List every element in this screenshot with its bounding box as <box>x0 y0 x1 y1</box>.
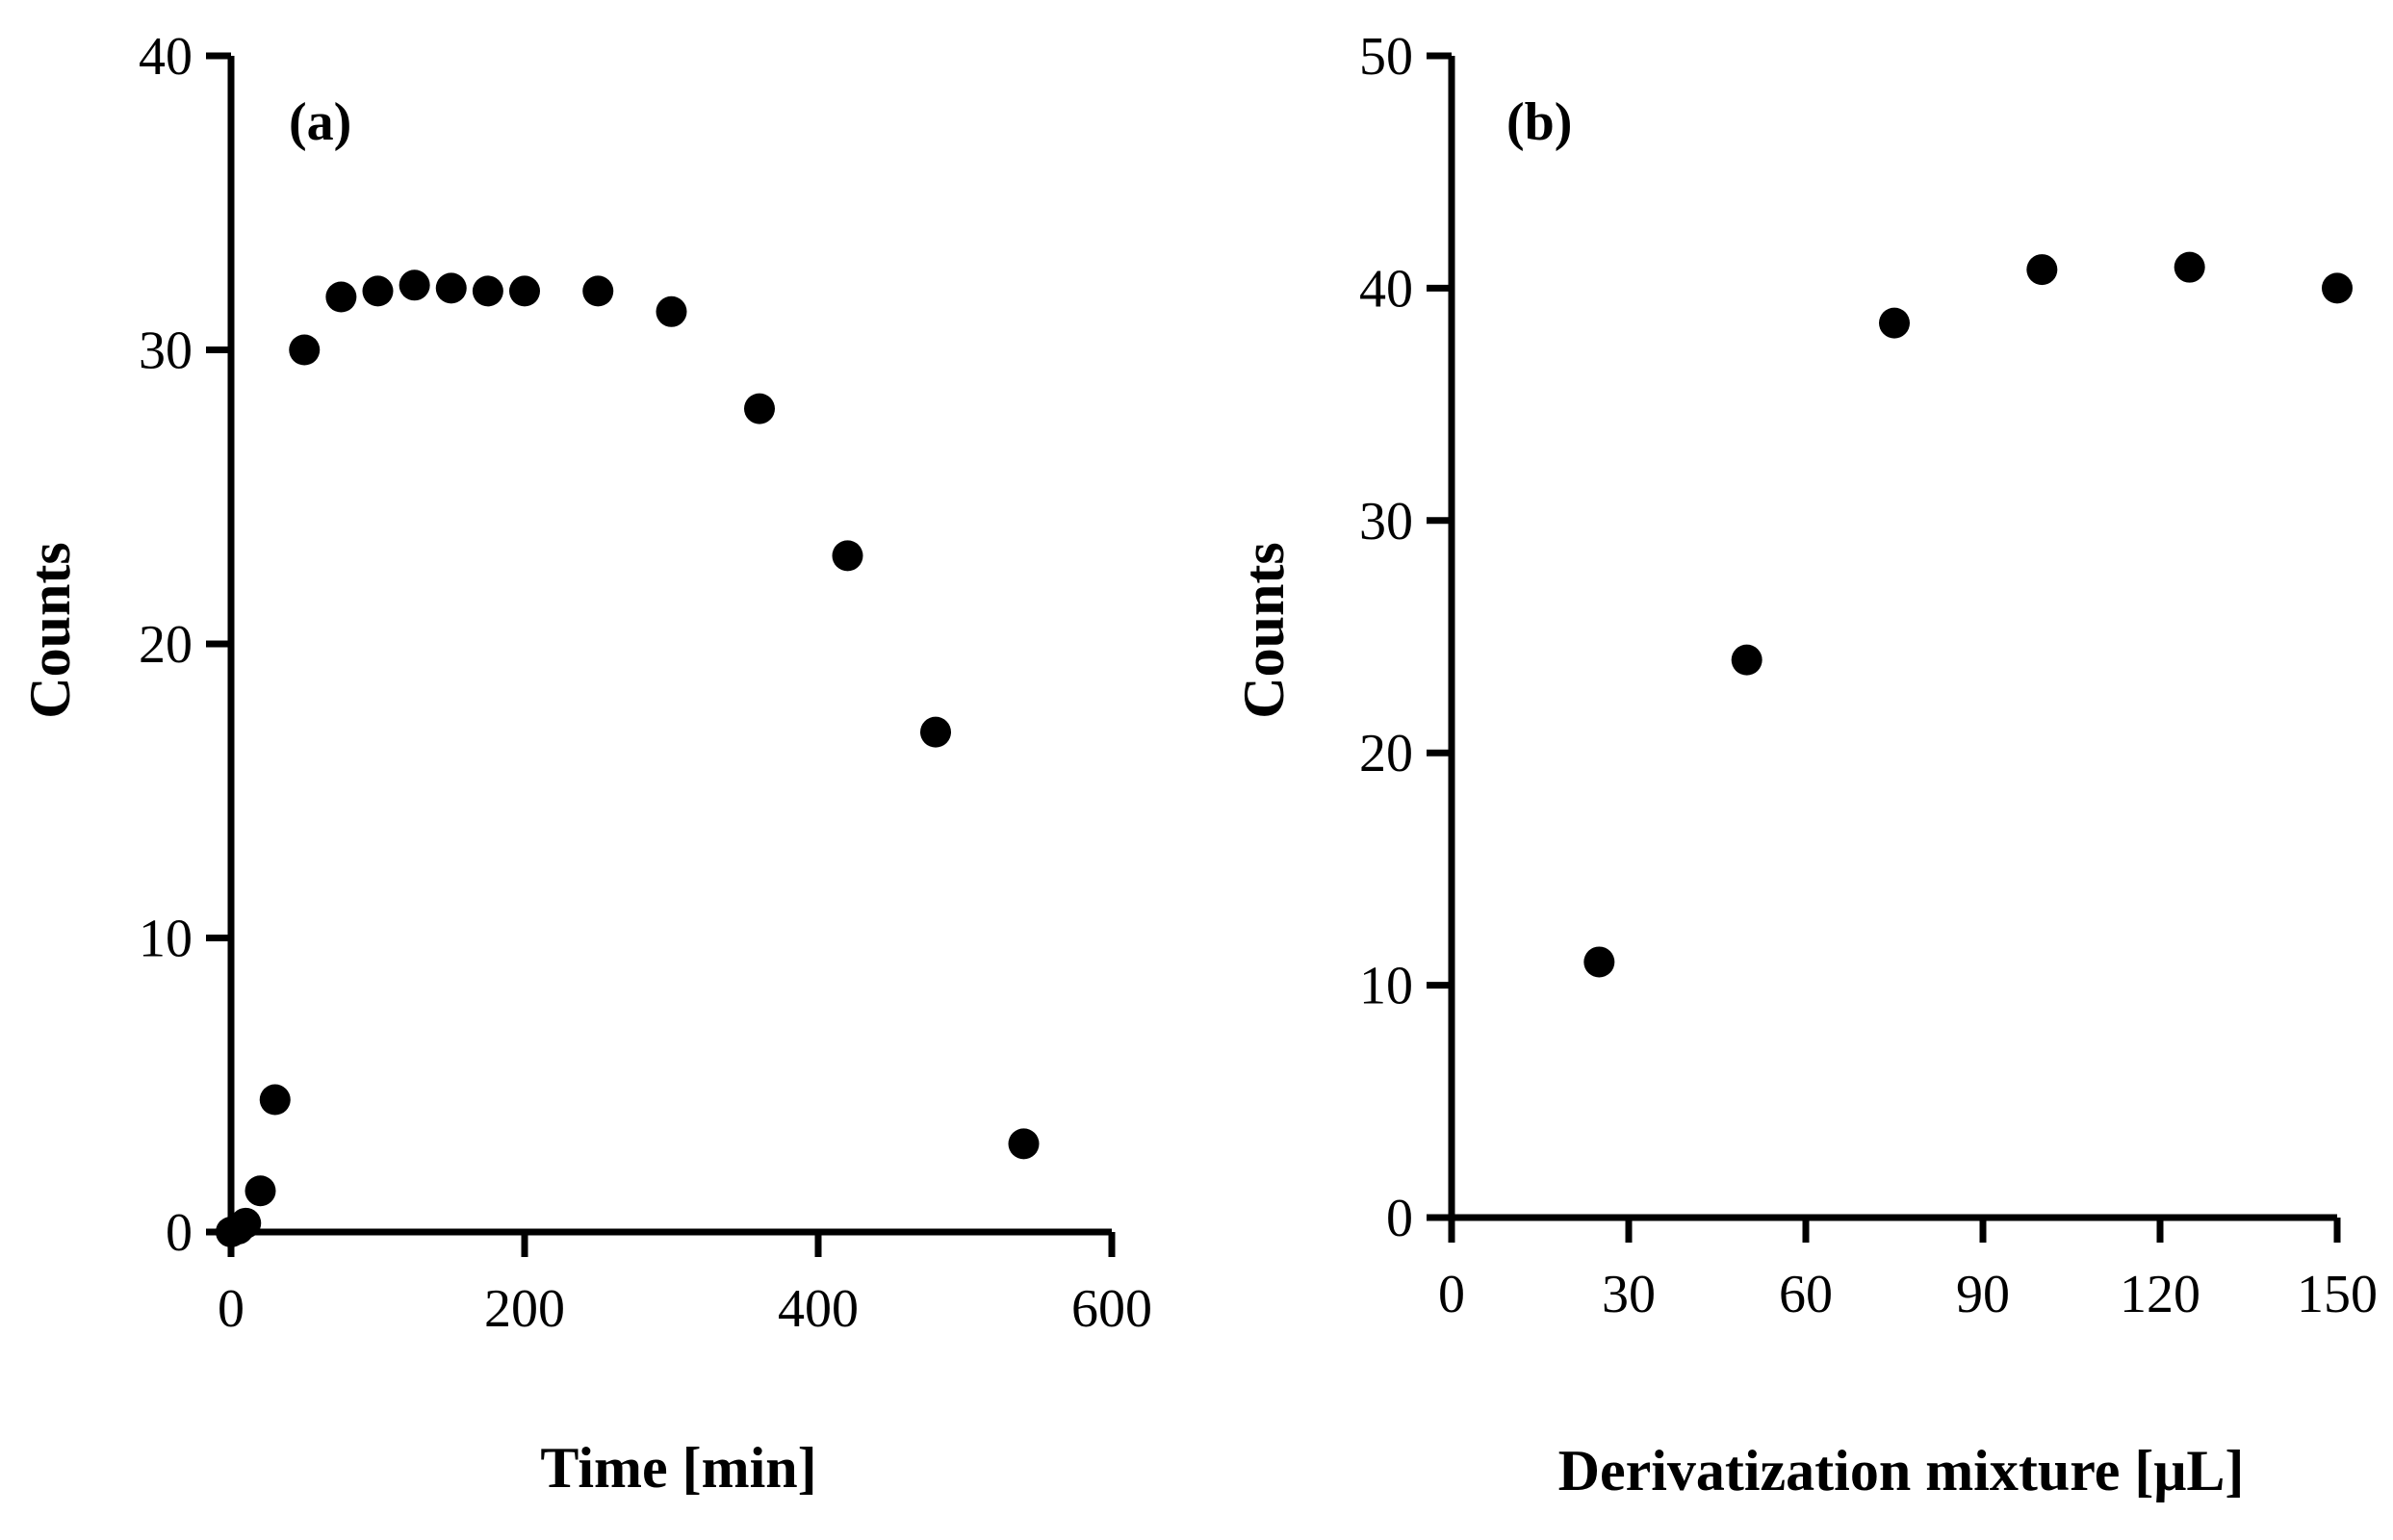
data-point-a <box>1008 1128 1040 1160</box>
data-point-b <box>1731 644 1763 676</box>
y-tick-label-a: 0 <box>166 1203 193 1263</box>
x-tick-label-a: 600 <box>1071 1279 1152 1339</box>
y-tick-label-b: 30 <box>1359 492 1413 552</box>
points-a <box>216 270 1040 1247</box>
x-tick-label-b: 90 <box>1956 1265 2010 1324</box>
ticks-b: 0 10 20 30 40 50 0 30 60 90 120 150 <box>1359 27 2378 1324</box>
y-tick-label-b: 50 <box>1359 27 1413 87</box>
y-tick-label-a: 10 <box>139 910 193 969</box>
points-b <box>1583 251 2353 978</box>
data-point-b <box>1583 946 1615 978</box>
data-point-a <box>399 270 430 301</box>
data-point-b <box>2322 272 2353 304</box>
data-point-a <box>244 1175 276 1207</box>
data-point-a <box>362 275 394 307</box>
x-tick-label-b: 150 <box>2297 1265 2378 1324</box>
y-tick-label-a: 30 <box>139 321 193 381</box>
x-tick-label-b: 120 <box>2120 1265 2200 1324</box>
x-tick-label-b: 60 <box>1779 1265 1833 1324</box>
y-tick-label-b: 0 <box>1386 1189 1413 1248</box>
x-tick-label-a: 200 <box>484 1279 565 1339</box>
data-point-a <box>832 540 863 572</box>
x-tick-label-b: 0 <box>1438 1265 1465 1324</box>
panel-label-b: (b) <box>1506 92 1572 152</box>
data-point-a <box>325 281 357 313</box>
x-tick-label-a: 0 <box>218 1279 244 1339</box>
data-point-a <box>582 275 614 307</box>
y-tick-label-b: 40 <box>1359 259 1413 319</box>
data-point-a <box>509 275 540 307</box>
panel-label-a: (a) <box>289 92 351 152</box>
y-tick-label-b: 10 <box>1359 957 1413 1016</box>
data-point-b <box>2174 251 2205 283</box>
data-point-a <box>289 334 321 366</box>
data-point-a <box>259 1084 291 1116</box>
data-point-a <box>435 272 467 304</box>
y-axis-title-a: Counts <box>18 542 82 718</box>
data-point-b <box>2026 254 2058 286</box>
y-axis-title-b: Counts <box>1232 542 1296 718</box>
x-axis-title-b: Derivatization mixture [μL] <box>1558 1439 2245 1502</box>
data-point-b <box>1879 307 1910 339</box>
data-point-a <box>920 716 951 748</box>
y-tick-label-a: 40 <box>139 27 193 87</box>
data-point-a <box>472 275 503 307</box>
x-tick-label-b: 30 <box>1602 1265 1656 1324</box>
y-tick-label-b: 20 <box>1359 724 1413 783</box>
data-point-a <box>744 393 775 424</box>
x-axis-title-a: Time [min] <box>540 1436 816 1500</box>
data-point-a <box>230 1207 262 1239</box>
axes-b <box>1448 56 2337 1221</box>
y-tick-label-a: 20 <box>139 615 193 675</box>
axes-a <box>227 56 1112 1236</box>
data-point-a <box>656 295 687 327</box>
x-tick-label-a: 400 <box>778 1279 859 1339</box>
chart-b: (b) Derivatization mixture [μL] Counts 0… <box>1232 27 2378 1502</box>
